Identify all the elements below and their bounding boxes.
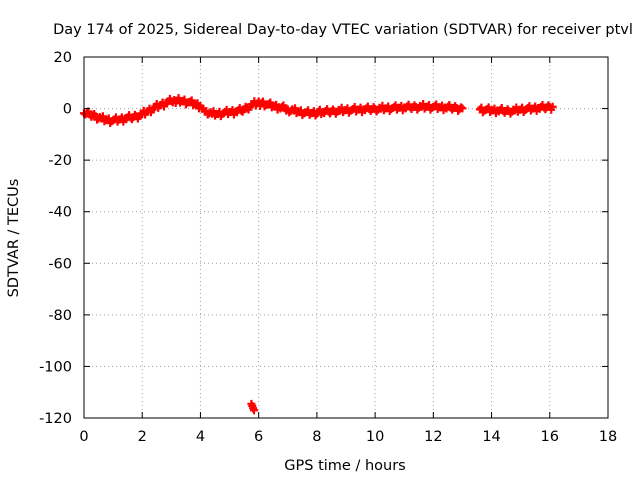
x-tick-label: 10 xyxy=(366,429,384,445)
x-tick-label: 8 xyxy=(312,429,321,445)
data-point xyxy=(548,102,557,111)
x-tick-label: 4 xyxy=(196,429,205,445)
y-tick-label: -20 xyxy=(48,153,72,169)
axis-ticks: 0 2 4 6 8 10 12 14 16 18 -120 -100 -80 -60 -40 -20 0 20 xyxy=(39,50,617,445)
plot-frame xyxy=(83,56,609,419)
x-tick-label: 14 xyxy=(482,429,500,445)
data-point xyxy=(250,406,259,415)
y-tick-label: -100 xyxy=(39,359,72,375)
x-tick-label: 2 xyxy=(138,429,147,445)
y-tick-label: -60 xyxy=(48,256,72,272)
y-axis-label: SDTVAR / TECUs xyxy=(6,179,22,298)
y-tick-label: 0 xyxy=(63,102,72,118)
chart-title: Day 174 of 2025, Sidereal Day-to-day VTE… xyxy=(53,22,633,38)
x-tick-label: 12 xyxy=(424,429,442,445)
y-tick-label: 20 xyxy=(54,50,72,66)
y-tick-label: -120 xyxy=(39,411,72,427)
x-tick-label: 18 xyxy=(599,429,617,445)
y-tick-label: -40 xyxy=(48,205,72,221)
x-tick-label: 0 xyxy=(79,429,88,445)
data-point xyxy=(458,104,467,113)
y-tick-label: -80 xyxy=(48,308,72,324)
x-tick-label: 6 xyxy=(254,429,263,445)
x-tick-label: 16 xyxy=(541,429,559,445)
data-series-sdtvar xyxy=(80,93,557,415)
x-axis-label: GPS time / hours xyxy=(284,458,405,474)
